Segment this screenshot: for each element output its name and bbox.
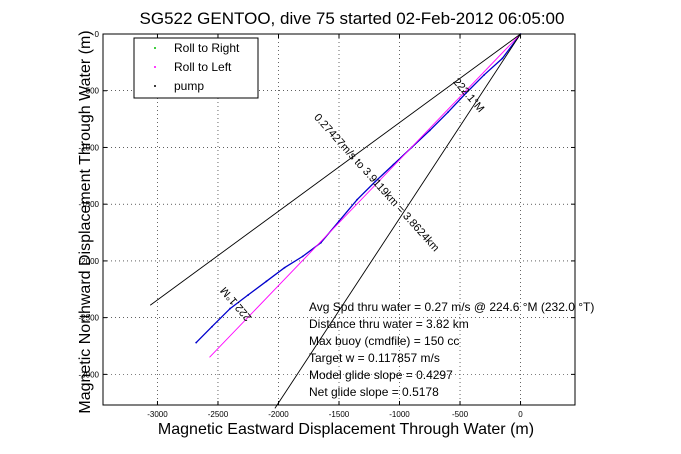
x-tick-label: -500 [452,410,469,419]
y-tick-label: -2500 [79,314,100,323]
legend-label: Roll to Left [174,60,232,74]
y-tick-label: -1000 [79,143,100,152]
y-tick-label: -2000 [79,257,100,266]
y-tick-label: -500 [83,87,100,96]
series-point [356,198,359,201]
series-layer [149,33,522,409]
legend: Roll to Right Roll to Left pump [133,37,259,99]
x-tick-label: -1000 [389,410,410,419]
legend-marker [154,47,156,49]
summary-note: Distance thru water = 3.82 km [309,317,469,331]
series-point [428,129,431,132]
series-point [501,57,504,60]
y-tick-label: -3000 [79,370,100,379]
y-axis-ticks: 0 -500 -1000 -1500 -2000 -2500 -3000 [79,30,575,379]
chart-title: SG522 GENTOO, dive 75 started 02-Feb-201… [140,9,565,28]
y-tick-label: -1500 [79,200,100,209]
legend-label: pump [174,79,204,93]
series-point [392,163,395,166]
series-point [283,266,286,269]
series-point [374,180,377,183]
series-point [211,325,213,328]
legend-label: Roll to Right [174,41,240,55]
x-tick-label: 0 [518,410,523,419]
series-point [247,294,250,296]
series-point [195,341,198,344]
legend-marker [154,66,156,68]
x-tick-label: -2000 [268,410,289,419]
x-axis-label: Magnetic Eastward Displacement Through W… [158,421,534,438]
summary-note: Avg Spd thru water = 0.27 m/s @ 224.6 °M… [309,300,594,314]
x-axis-ticks: -3000 -2500 -2000 -1500 -1000 -500 0 [147,34,523,419]
summary-note: Model glide slope = 0.4297 [309,368,453,382]
series-line-1 [209,33,521,358]
series-point [447,111,449,114]
summary-note: Net glide slope = 0.5178 [309,385,439,399]
series-point [229,307,231,310]
summary-note: Max buoy (cmdfile) = 150 cc [309,334,459,348]
summary-notes: Avg Spd thru water = 0.27 m/s @ 224.6 °M… [309,300,594,399]
legend-marker [154,85,156,87]
x-tick-label: -2500 [208,410,229,419]
series-line-2 [149,33,521,306]
series-point [465,92,467,94]
summary-note: Target w = 0.117857 m/s [309,351,440,365]
series-line-3 [274,33,521,409]
x-tick-label: -3000 [147,410,168,419]
x-tick-label: -1500 [329,410,350,419]
y-tick-label: 0 [95,30,100,39]
series-point [265,280,268,283]
y-axis-label: Magnetic Northward Displacement Through … [77,30,94,413]
series-point [483,73,486,76]
series-point [301,255,304,258]
